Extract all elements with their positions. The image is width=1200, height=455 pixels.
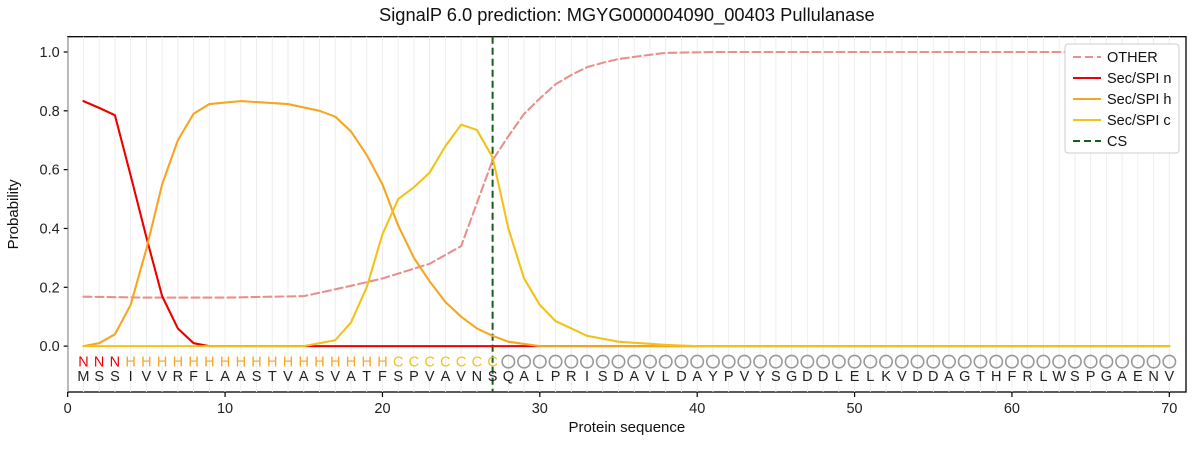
svg-text:R: R: [173, 369, 183, 385]
svg-text:H: H: [991, 369, 1001, 385]
svg-text:A: A: [1117, 369, 1127, 385]
svg-text:Sec/SPI n: Sec/SPI n: [1107, 71, 1171, 87]
svg-text:M: M: [77, 369, 89, 385]
svg-text:T: T: [976, 369, 985, 385]
svg-text:A: A: [299, 369, 309, 385]
svg-text:T: T: [362, 369, 371, 385]
svg-text:Q: Q: [503, 369, 514, 385]
svg-text:0: 0: [64, 401, 72, 417]
svg-text:V: V: [1164, 369, 1174, 385]
svg-text:30: 30: [532, 401, 548, 417]
svg-text:L: L: [835, 369, 843, 385]
svg-text:50: 50: [846, 401, 862, 417]
svg-text:I: I: [129, 369, 133, 385]
svg-text:V: V: [645, 369, 655, 385]
svg-text:G: G: [959, 369, 970, 385]
svg-text:G: G: [1101, 369, 1112, 385]
svg-text:R: R: [566, 369, 576, 385]
svg-text:0.4: 0.4: [40, 221, 60, 237]
svg-text:A: A: [441, 369, 451, 385]
svg-text:R: R: [1022, 369, 1032, 385]
svg-text:OTHER: OTHER: [1107, 50, 1158, 66]
svg-text:Sec/SPI c: Sec/SPI c: [1107, 113, 1171, 129]
svg-text:CS: CS: [1107, 134, 1127, 150]
svg-text:A: A: [692, 369, 702, 385]
svg-text:E: E: [850, 369, 860, 385]
svg-text:D: D: [802, 369, 812, 385]
svg-text:V: V: [283, 369, 293, 385]
svg-text:E: E: [1133, 369, 1143, 385]
svg-text:D: D: [676, 369, 686, 385]
svg-text:S: S: [94, 369, 104, 385]
svg-text:Sec/SPI h: Sec/SPI h: [1107, 92, 1171, 108]
svg-text:P: P: [1086, 369, 1096, 385]
svg-text:A: A: [236, 369, 246, 385]
svg-text:F: F: [378, 369, 387, 385]
svg-text:V: V: [897, 369, 907, 385]
svg-text:P: P: [409, 369, 419, 385]
svg-text:A: A: [519, 369, 529, 385]
svg-text:V: V: [456, 369, 466, 385]
svg-text:D: D: [912, 369, 922, 385]
svg-text:A: A: [629, 369, 639, 385]
svg-text:V: V: [330, 369, 340, 385]
svg-text:F: F: [189, 369, 198, 385]
svg-text:A: A: [220, 369, 230, 385]
svg-text:W: W: [1052, 369, 1066, 385]
svg-text:S: S: [315, 369, 325, 385]
svg-text:V: V: [157, 369, 167, 385]
svg-text:0.8: 0.8: [40, 104, 60, 120]
svg-text:0.2: 0.2: [40, 280, 60, 296]
svg-text:V: V: [425, 369, 435, 385]
svg-text:D: D: [613, 369, 623, 385]
svg-text:A: A: [944, 369, 954, 385]
svg-text:F: F: [1008, 369, 1017, 385]
svg-text:SignalP 6.0 prediction: MGYG00: SignalP 6.0 prediction: MGYG000004090_00…: [379, 4, 875, 26]
svg-text:N: N: [1148, 369, 1158, 385]
svg-text:1.0: 1.0: [40, 45, 60, 61]
svg-text:Y: Y: [755, 369, 765, 385]
svg-text:S: S: [252, 369, 262, 385]
svg-text:L: L: [662, 369, 670, 385]
svg-text:S: S: [393, 369, 403, 385]
svg-text:L: L: [536, 369, 544, 385]
svg-text:D: D: [818, 369, 828, 385]
svg-text:P: P: [724, 369, 734, 385]
svg-text:V: V: [740, 369, 750, 385]
svg-text:20: 20: [374, 401, 390, 417]
svg-text:Probability: Probability: [5, 179, 22, 250]
svg-text:Y: Y: [708, 369, 718, 385]
svg-text:L: L: [1039, 369, 1047, 385]
svg-text:Protein sequence: Protein sequence: [568, 419, 685, 436]
svg-text:N: N: [472, 369, 482, 385]
svg-text:S: S: [598, 369, 608, 385]
svg-text:K: K: [881, 369, 891, 385]
svg-text:70: 70: [1161, 401, 1177, 417]
svg-text:I: I: [585, 369, 589, 385]
svg-text:S: S: [771, 369, 781, 385]
svg-text:S: S: [110, 369, 120, 385]
svg-text:60: 60: [1004, 401, 1020, 417]
svg-text:L: L: [205, 369, 213, 385]
svg-text:D: D: [928, 369, 938, 385]
svg-text:S: S: [488, 369, 498, 385]
svg-text:0.0: 0.0: [40, 339, 60, 355]
svg-text:40: 40: [689, 401, 705, 417]
svg-text:P: P: [551, 369, 561, 385]
svg-text:10: 10: [217, 401, 233, 417]
svg-text:0.6: 0.6: [40, 163, 60, 179]
svg-text:G: G: [786, 369, 797, 385]
svg-text:A: A: [346, 369, 356, 385]
svg-text:L: L: [866, 369, 874, 385]
svg-text:T: T: [268, 369, 277, 385]
svg-text:S: S: [1070, 369, 1080, 385]
svg-text:V: V: [142, 369, 152, 385]
